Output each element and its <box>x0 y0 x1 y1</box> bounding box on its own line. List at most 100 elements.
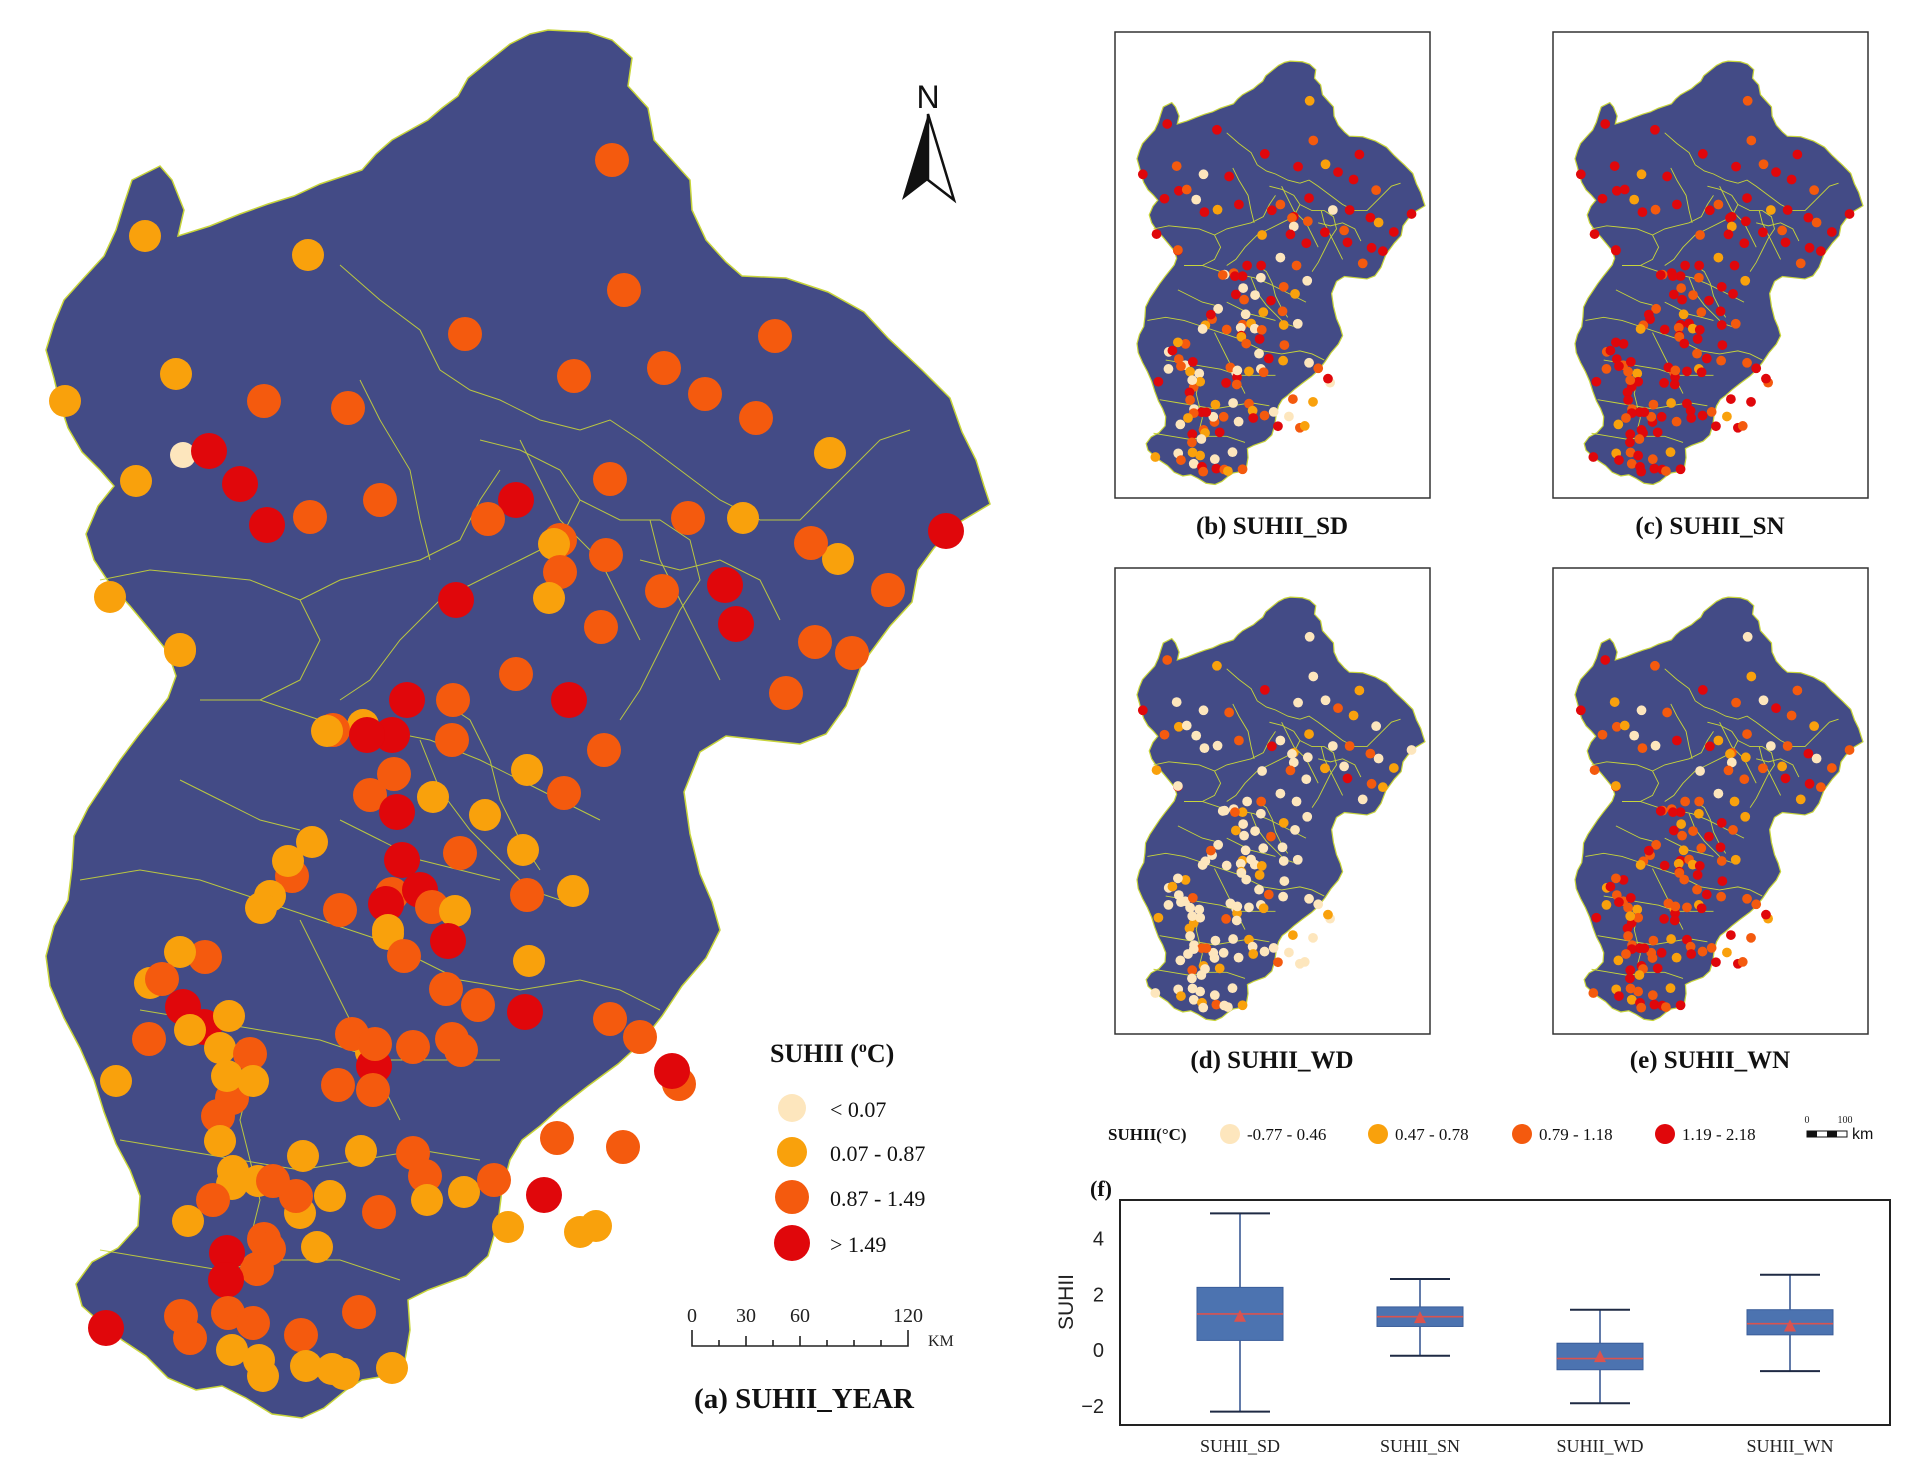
small-map-station <box>1696 903 1707 914</box>
small-map-station <box>1636 705 1647 716</box>
small-map-station <box>1175 955 1186 966</box>
small-map-boundary <box>1664 301 1714 321</box>
small-map-station <box>1153 912 1164 923</box>
small-map-station <box>1686 949 1697 959</box>
small-map-station <box>1651 839 1662 850</box>
small-map-station <box>1673 322 1684 333</box>
small-map-station <box>1601 900 1612 910</box>
small-map-station <box>1844 209 1855 219</box>
small-map-station <box>1634 434 1645 444</box>
small-map-station <box>1632 368 1643 379</box>
small-map-station <box>1257 230 1267 240</box>
small-map-station <box>1780 237 1791 248</box>
small-map-station <box>1605 881 1616 892</box>
small-map-station <box>1696 843 1707 854</box>
small-map-station <box>1278 320 1289 330</box>
small-map-station <box>1290 824 1300 835</box>
small-map-station <box>1609 697 1620 707</box>
small-map-station <box>1266 741 1277 752</box>
small-map-station <box>1742 631 1753 642</box>
small-map-station <box>1686 413 1697 423</box>
small-map-station <box>1716 856 1727 866</box>
small-map-station <box>1679 338 1690 349</box>
small-map-station <box>1209 990 1220 1001</box>
small-map-station <box>1228 934 1238 944</box>
station-point <box>284 1318 318 1352</box>
small-map-boundary <box>1737 204 1775 272</box>
small-map-station <box>1198 466 1209 477</box>
small-map-station <box>1275 252 1286 263</box>
small-map-station <box>1198 1002 1209 1013</box>
small-map-station <box>1228 398 1238 408</box>
small-map-station <box>1406 209 1417 219</box>
small-map-station <box>1377 246 1388 257</box>
small-map-station <box>1167 881 1178 892</box>
small-map-station <box>1137 169 1148 180</box>
small-map-boundary <box>1153 225 1222 266</box>
small-map-station <box>1241 338 1252 349</box>
small-map-station <box>1737 957 1748 967</box>
station-point <box>233 1037 267 1071</box>
station-point <box>510 878 544 912</box>
small-map-station <box>1682 902 1692 913</box>
boxplot-xtick-label: SUHII_WN <box>1747 1436 1834 1456</box>
station-point <box>129 220 161 252</box>
station-point <box>311 715 343 747</box>
small-map-station <box>1589 229 1600 239</box>
legend-label-class2: 0.07 - 0.87 <box>830 1141 925 1166</box>
legend-swatch-class2 <box>777 1137 807 1167</box>
small-map-station <box>1650 740 1661 751</box>
station-point <box>301 1231 333 1263</box>
station-point <box>292 239 324 271</box>
small-map-station <box>1230 271 1240 282</box>
small-map-boundary <box>1664 837 1714 857</box>
small-map-station <box>1697 410 1708 421</box>
small-map-station <box>1688 290 1698 300</box>
small-map-station <box>1320 763 1330 774</box>
small-map-station <box>1256 796 1267 807</box>
small-map-station <box>1575 169 1586 180</box>
small-map-station <box>1611 721 1622 732</box>
small-map-boundary <box>1226 721 1301 802</box>
station-point <box>204 1032 236 1064</box>
small-map-station <box>1804 778 1815 789</box>
small-map-station <box>1259 684 1270 695</box>
small-map-station <box>1666 934 1676 944</box>
small-map-region <box>1574 60 1864 486</box>
caption-a: (a) SUHII_YEAR <box>694 1383 915 1415</box>
small-map-station <box>1266 295 1276 306</box>
small-map-station <box>1244 902 1254 913</box>
small-map-station <box>1650 204 1661 215</box>
small-map-station <box>1191 730 1202 741</box>
small-map-station <box>1285 765 1296 776</box>
station-point <box>396 1030 430 1064</box>
seasonal-scale-0: 0 <box>1805 1115 1810 1126</box>
station-point <box>593 1002 627 1036</box>
north-label: N <box>916 79 939 115</box>
station-point <box>379 794 415 830</box>
small-map-station <box>1187 893 1198 903</box>
station-point <box>526 1177 562 1213</box>
small-map-boundary <box>1281 185 1319 248</box>
small-map-station <box>1713 735 1724 746</box>
small-map-station <box>1717 340 1728 350</box>
small-map-station <box>1677 830 1687 841</box>
station-point <box>164 633 196 665</box>
small-map-station <box>1809 185 1820 196</box>
station-point <box>727 502 759 534</box>
station-point <box>345 1135 377 1167</box>
small-map-station <box>1150 988 1161 998</box>
small-map-station <box>1731 161 1741 172</box>
small-map-station <box>1675 807 1686 818</box>
small-map-station <box>1173 245 1183 255</box>
small-map-station <box>1153 376 1164 387</box>
small-map-station <box>1809 721 1820 732</box>
small-map-station <box>1668 825 1679 836</box>
small-map-station <box>1655 806 1666 816</box>
station-point <box>593 462 627 496</box>
small-map-station <box>1795 794 1806 805</box>
small-map-station <box>1730 318 1741 329</box>
small-map-station <box>1254 884 1264 895</box>
small-map-station <box>1212 660 1222 671</box>
small-map-station <box>1704 831 1714 842</box>
